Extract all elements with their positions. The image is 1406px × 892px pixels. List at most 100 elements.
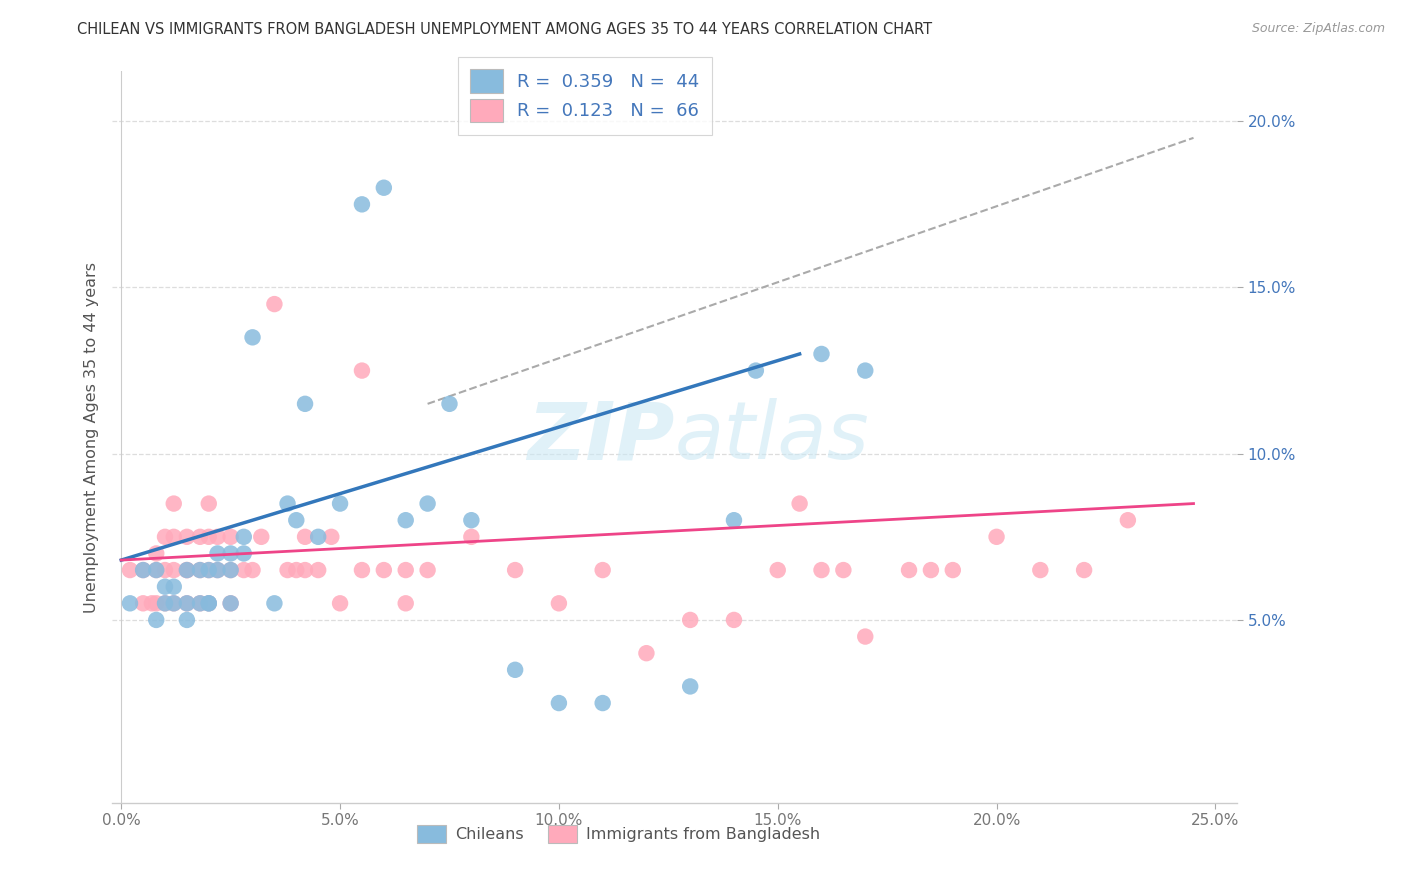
Point [898, 563, 921, 577]
Point [460, 530, 482, 544]
Point [132, 563, 155, 577]
Point [197, 563, 219, 577]
Point [766, 563, 789, 577]
Point [176, 563, 198, 577]
Point [373, 180, 395, 194]
Point [197, 596, 219, 610]
Point [219, 530, 242, 544]
Point [810, 347, 832, 361]
Point [141, 596, 163, 610]
Point [219, 546, 242, 560]
Point [163, 530, 186, 544]
Point [176, 530, 198, 544]
Point [350, 197, 373, 211]
Point [188, 596, 211, 610]
Point [207, 530, 229, 544]
Point [294, 530, 316, 544]
Point [153, 530, 176, 544]
Point [745, 363, 768, 377]
Point [153, 563, 176, 577]
Point [188, 563, 211, 577]
Point [789, 497, 811, 511]
Point [250, 530, 273, 544]
Point [503, 563, 526, 577]
Point [592, 563, 614, 577]
Point [176, 613, 198, 627]
Point [232, 530, 254, 544]
Text: CHILEAN VS IMMIGRANTS FROM BANGLADESH UNEMPLOYMENT AMONG AGES 35 TO 44 YEARS COR: CHILEAN VS IMMIGRANTS FROM BANGLADESH UN… [77, 22, 932, 37]
Point [188, 563, 211, 577]
Point [1029, 563, 1052, 577]
Point [197, 530, 219, 544]
Point [636, 646, 658, 660]
Point [723, 613, 745, 627]
Point [145, 546, 167, 560]
Point [416, 497, 439, 511]
Point [145, 613, 167, 627]
Point [350, 563, 373, 577]
Point [329, 596, 352, 610]
Point [163, 497, 186, 511]
Point [188, 596, 211, 610]
Point [294, 563, 316, 577]
Text: Source: ZipAtlas.com: Source: ZipAtlas.com [1251, 22, 1385, 36]
Point [350, 363, 373, 377]
Point [853, 363, 876, 377]
Point [1116, 513, 1139, 527]
Point [920, 563, 942, 577]
Point [307, 563, 329, 577]
Point [176, 563, 198, 577]
Point [219, 563, 242, 577]
Point [188, 530, 211, 544]
Point [853, 630, 876, 644]
Point [307, 530, 329, 544]
Point [232, 563, 254, 577]
Point [277, 497, 299, 511]
Point [294, 397, 316, 411]
Point [810, 563, 832, 577]
Point [197, 596, 219, 610]
Point [395, 513, 418, 527]
Point [592, 696, 614, 710]
Text: ZIP: ZIP [527, 398, 675, 476]
Point [197, 497, 219, 511]
Point [145, 563, 167, 577]
Point [163, 596, 186, 610]
Point [942, 563, 965, 577]
Y-axis label: Unemployment Among Ages 35 to 44 years: Unemployment Among Ages 35 to 44 years [83, 261, 98, 613]
Legend: Chileans, Immigrants from Bangladesh: Chileans, Immigrants from Bangladesh [411, 819, 827, 850]
Point [163, 563, 186, 577]
Point [219, 596, 242, 610]
Point [242, 563, 264, 577]
Point [986, 530, 1008, 544]
Point [219, 596, 242, 610]
Point [679, 680, 702, 694]
Point [163, 596, 186, 610]
Point [263, 297, 285, 311]
Point [132, 563, 155, 577]
Point [163, 580, 186, 594]
Point [197, 596, 219, 610]
Point [548, 596, 571, 610]
Point [395, 563, 418, 577]
Point [373, 563, 395, 577]
Point [118, 596, 141, 610]
Point [153, 580, 176, 594]
Point [153, 596, 176, 610]
Point [145, 563, 167, 577]
Point [207, 563, 229, 577]
Point [329, 497, 352, 511]
Point [548, 696, 571, 710]
Point [207, 563, 229, 577]
Point [439, 397, 461, 411]
Point [503, 663, 526, 677]
Point [176, 563, 198, 577]
Point [219, 563, 242, 577]
Text: atlas: atlas [675, 398, 870, 476]
Point [832, 563, 855, 577]
Point [723, 513, 745, 527]
Point [277, 563, 299, 577]
Point [1073, 563, 1095, 577]
Point [416, 563, 439, 577]
Point [153, 596, 176, 610]
